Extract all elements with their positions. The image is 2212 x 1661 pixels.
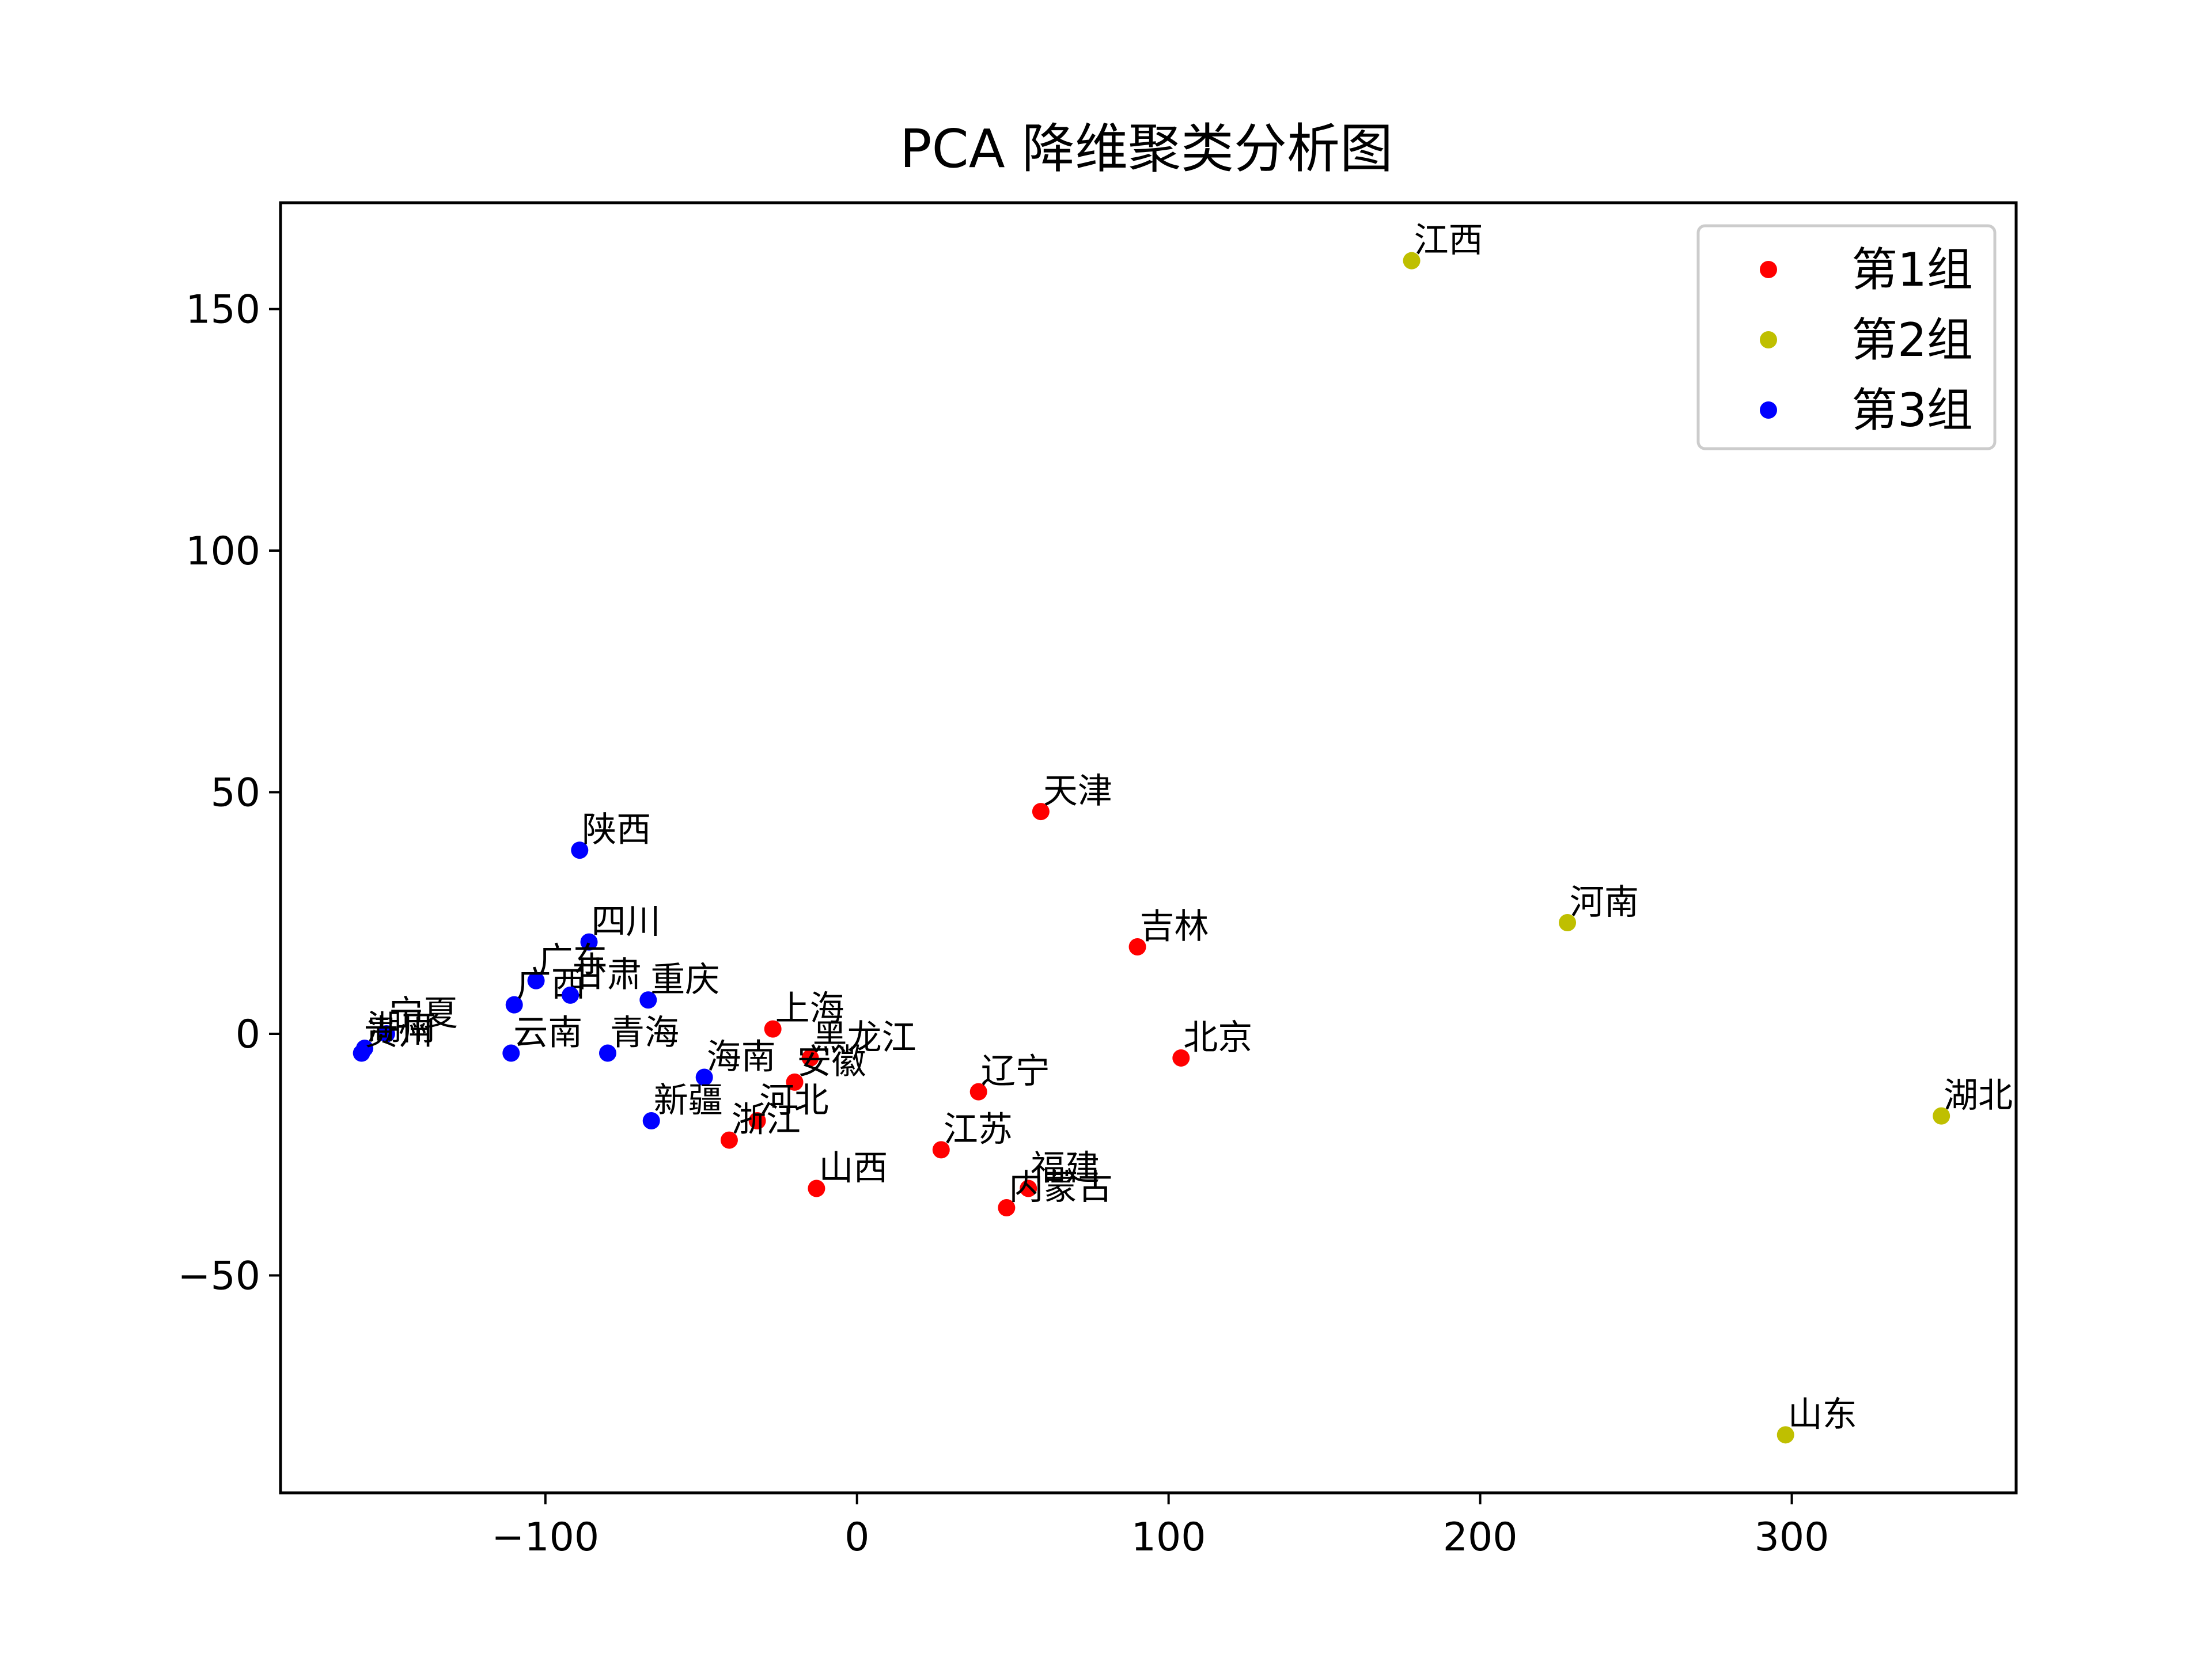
scatter-point <box>1128 938 1146 955</box>
scatter-point <box>808 1180 825 1197</box>
scatter-point <box>1933 1107 1950 1125</box>
point-label: 河南 <box>1570 882 1639 923</box>
legend-marker <box>1760 261 1777 278</box>
point-label: 江西 <box>1414 221 1483 261</box>
y-tick-label: −50 <box>177 1253 260 1299</box>
scatter-point <box>969 1083 987 1101</box>
x-tick-label: 300 <box>1755 1515 1830 1560</box>
legend-label: 第3组 <box>1851 384 1973 437</box>
scatter-point <box>527 972 545 989</box>
scatter-point <box>764 1020 782 1038</box>
scatter-point <box>377 1025 395 1042</box>
x-tick-label: 100 <box>1131 1515 1206 1560</box>
point-label: 安徽 <box>797 1042 866 1082</box>
point-label: 云南 <box>513 1013 582 1053</box>
scatter-point <box>505 996 523 1014</box>
point-label: 上海 <box>775 989 844 1029</box>
point-label: 湖南 <box>367 1008 436 1048</box>
point-label: 四川 <box>592 902 661 942</box>
x-tick-label: 200 <box>1443 1515 1518 1560</box>
point-label: 山西 <box>819 1148 888 1188</box>
scatter-point <box>720 1131 738 1149</box>
point-label: 黑龙江 <box>813 1018 916 1058</box>
point-label: 青海 <box>610 1013 679 1053</box>
axes: −100 0 100 200 300 −50 0 50 100 150 <box>177 287 1829 1560</box>
legend-box <box>1696 224 1997 450</box>
scatter-point <box>1020 1180 1037 1197</box>
point-label: 陕西 <box>582 810 651 850</box>
scatter-point <box>1777 1426 1794 1444</box>
legend-marker <box>1760 331 1777 348</box>
scatter-point <box>1559 914 1577 932</box>
scatter-point <box>353 1044 370 1062</box>
point-label: 山东 <box>1788 1394 1857 1435</box>
scatter-point <box>1172 1049 1190 1067</box>
scatter-point <box>1032 803 1050 821</box>
scatter-point <box>695 1068 713 1086</box>
point-label: 浙江 <box>732 1100 801 1140</box>
point-label: 北京 <box>1183 1018 1252 1058</box>
scatter-point <box>580 933 598 951</box>
scatter-point <box>932 1141 950 1159</box>
legend-label: 第2组 <box>1851 313 1973 367</box>
point-label: 河北 <box>760 1080 829 1121</box>
chart-title: PCA 降维聚类分析图 <box>900 118 1393 180</box>
scatter-point <box>1403 252 1421 270</box>
y-tick-label: 150 <box>185 287 260 333</box>
scatter-point <box>786 1073 804 1091</box>
point-label: 吉林 <box>1140 907 1209 947</box>
plot-frame <box>279 201 2018 1495</box>
legend-marker <box>1760 401 1777 419</box>
point-label: 江苏 <box>944 1109 1013 1150</box>
point-label: 重庆 <box>650 960 719 1000</box>
scatter-point <box>998 1199 1016 1217</box>
scatter-point <box>639 991 657 1009</box>
scatter-point <box>502 1044 520 1062</box>
point-label: 湖北 <box>1944 1076 2013 1116</box>
scatter-point <box>642 1112 660 1130</box>
x-tick-label: −100 <box>491 1515 599 1560</box>
point-label: 辽宁 <box>981 1052 1050 1092</box>
point-label: 海南 <box>707 1037 776 1078</box>
point-label: 甘肃 <box>573 955 642 995</box>
x-tick-label: 0 <box>844 1515 869 1560</box>
point-label: 福建 <box>1031 1148 1100 1188</box>
point-label: 天津 <box>1043 771 1112 811</box>
point-label: 宁夏 <box>389 993 458 1034</box>
point-label: 内蒙古 <box>1009 1167 1112 1208</box>
y-tick-label: 50 <box>210 771 260 816</box>
scatter-point <box>562 986 579 1004</box>
point-label: 广东 <box>539 941 608 981</box>
scatter-point <box>571 841 589 859</box>
scatter-point <box>599 1044 616 1062</box>
point-label: 新疆 <box>654 1080 723 1121</box>
scatter-point <box>748 1112 766 1130</box>
legend-label: 第1组 <box>1851 243 1973 297</box>
y-tick-label: 100 <box>185 529 260 574</box>
y-tick-label: 0 <box>236 1012 260 1057</box>
point-label: 贵州 <box>364 1013 433 1053</box>
scatter-point <box>801 1049 819 1067</box>
